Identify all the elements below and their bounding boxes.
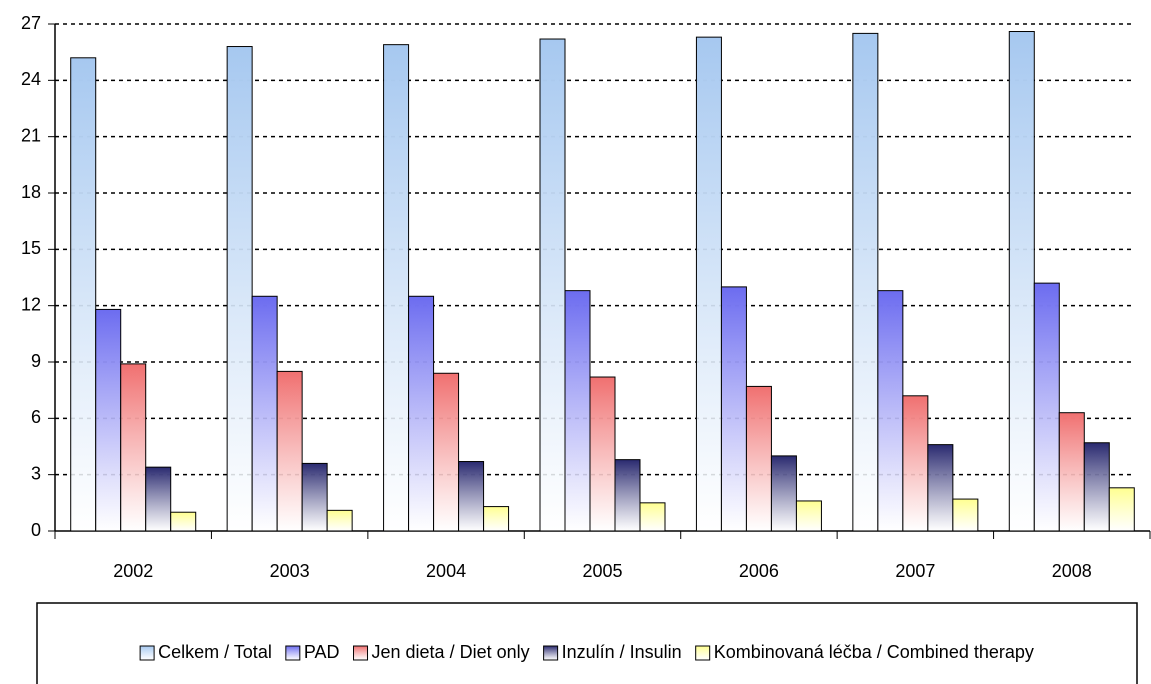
y-tick-label: 18 (21, 182, 41, 202)
bar (614, 459, 641, 532)
bar (539, 38, 566, 532)
bar (1058, 412, 1085, 532)
bar (408, 295, 435, 532)
bar (95, 308, 122, 532)
bar (770, 455, 797, 532)
legend-swatch (353, 645, 369, 661)
bar (458, 461, 485, 532)
bar (1083, 442, 1110, 532)
x-tick-label: 2008 (1052, 561, 1092, 581)
x-tick-label: 2003 (270, 561, 310, 581)
bar (70, 57, 97, 532)
legend-label: Celkem / Total (158, 642, 272, 662)
x-tick-label: 2005 (582, 561, 622, 581)
x-tick-label: 2006 (739, 561, 779, 581)
legend-label: Inzulín / Insulin (562, 642, 682, 662)
bar (145, 466, 172, 532)
y-tick-label: 12 (21, 294, 41, 314)
bar (927, 444, 954, 532)
bar (276, 370, 303, 532)
y-tick-label: 9 (31, 351, 41, 371)
y-tick-label: 6 (31, 407, 41, 427)
y-tick-label: 0 (31, 520, 41, 540)
bar (795, 500, 822, 532)
bar (589, 376, 616, 532)
bar (433, 372, 460, 532)
bar (483, 506, 510, 532)
legend-swatch (139, 645, 155, 661)
legend-label: Kombinovaná léčba / Combined therapy (714, 642, 1034, 662)
x-tick-label: 2004 (426, 561, 466, 581)
bar (383, 44, 410, 532)
bar (1008, 31, 1035, 532)
bar (902, 395, 929, 532)
y-tick-label: 15 (21, 238, 41, 258)
bar (720, 286, 747, 532)
bar (695, 36, 722, 532)
bar (564, 290, 591, 532)
bar (120, 363, 147, 532)
legend-label: Jen dieta / Diet only (372, 642, 530, 662)
bar (952, 498, 979, 532)
x-tick-label: 2002 (113, 561, 153, 581)
bar (852, 32, 879, 532)
bar (1033, 282, 1060, 532)
bar (301, 462, 328, 532)
y-tick-label: 21 (21, 125, 41, 145)
bar (251, 295, 278, 532)
x-tick-label: 2007 (895, 561, 935, 581)
bar (170, 511, 197, 532)
bar (877, 290, 904, 532)
bar (326, 509, 353, 532)
y-tick-label: 27 (21, 13, 41, 33)
legend-box (36, 602, 1138, 684)
legend-swatch (695, 645, 711, 661)
bar (745, 385, 772, 532)
legend-swatch (285, 645, 301, 661)
legend-label: PAD (304, 642, 340, 662)
y-tick-label: 24 (21, 69, 41, 89)
bar (1108, 487, 1135, 532)
legend-swatch (543, 645, 559, 661)
y-tick-label: 3 (31, 463, 41, 483)
bar (639, 502, 666, 532)
bar (226, 46, 253, 532)
